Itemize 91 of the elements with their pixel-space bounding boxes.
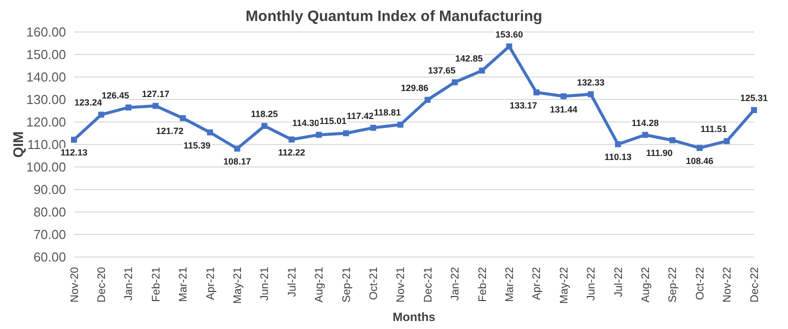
y-tick-label: 70.00 bbox=[33, 227, 66, 242]
y-tick-label: 120.00 bbox=[26, 114, 66, 130]
data-label: 131.44 bbox=[550, 104, 578, 114]
data-label: 108.46 bbox=[686, 156, 714, 166]
x-tick-label: Feb-21 bbox=[150, 267, 162, 302]
data-label: 115.39 bbox=[183, 140, 211, 150]
data-label: 115.01 bbox=[319, 116, 347, 126]
data-label: 111.51 bbox=[700, 124, 728, 134]
chart-title: Monthly Quantum Index of Manufacturing bbox=[244, 8, 544, 25]
x-tick-label: Jul-21 bbox=[286, 267, 298, 297]
point bbox=[316, 132, 322, 138]
y-tick-label: 100.00 bbox=[26, 160, 66, 175]
x-tick-label: Mar-21 bbox=[178, 267, 190, 302]
point bbox=[479, 68, 485, 74]
x-tick-label: Aug-22 bbox=[640, 267, 652, 302]
x-tick-label: Jun-22 bbox=[586, 267, 598, 301]
y-tick-label: 60.00 bbox=[33, 250, 66, 265]
x-tick-label: Aug-21 bbox=[314, 267, 326, 302]
x-tick-label: Jun-21 bbox=[259, 267, 272, 301]
point bbox=[452, 79, 458, 86]
y-tick-label: 160.00 bbox=[26, 24, 66, 40]
data-label: 142.85 bbox=[455, 54, 483, 64]
point bbox=[506, 43, 512, 50]
data-label: 129.86 bbox=[400, 82, 428, 93]
x-tick-label: Dec-20 bbox=[96, 267, 108, 302]
x-tick-label: Apr-21 bbox=[204, 267, 217, 300]
y-tick-label: 90.00 bbox=[33, 182, 66, 198]
data-label: 118.81 bbox=[374, 108, 401, 118]
data-label: 121.72 bbox=[156, 126, 184, 136]
data-label: 127.17 bbox=[142, 88, 170, 99]
x-tick-label: May-21 bbox=[232, 267, 244, 304]
point bbox=[397, 122, 404, 128]
point bbox=[696, 144, 703, 151]
x-axis-title: Months bbox=[392, 310, 436, 324]
point bbox=[642, 132, 648, 138]
data-label: 137.65 bbox=[428, 65, 456, 76]
point bbox=[424, 96, 431, 103]
data-label: 153.60 bbox=[495, 29, 523, 40]
data-label: 123.24 bbox=[74, 98, 102, 108]
point bbox=[588, 91, 594, 98]
x-tick-label: Nov-22 bbox=[722, 267, 734, 302]
point bbox=[288, 136, 295, 143]
x-tick-label: Oct-22 bbox=[694, 267, 706, 300]
point bbox=[615, 141, 621, 148]
data-label: 125.31 bbox=[740, 93, 768, 104]
point bbox=[71, 136, 77, 143]
x-tick-label: Jan-22 bbox=[450, 267, 462, 301]
point bbox=[207, 129, 213, 136]
point bbox=[560, 93, 567, 100]
y-tick-label: 140.00 bbox=[26, 70, 66, 85]
x-tick-label: Sep-21 bbox=[340, 267, 353, 302]
point bbox=[751, 107, 757, 114]
data-label: 114.30 bbox=[292, 118, 320, 128]
data-label: 126.45 bbox=[102, 90, 130, 100]
data-label: 111.90 bbox=[646, 148, 673, 158]
x-tick-label: Apr-22 bbox=[531, 267, 544, 300]
x-tick-label: Nov-21 bbox=[395, 267, 408, 302]
point bbox=[533, 89, 540, 96]
data-label: 112.13 bbox=[60, 148, 88, 158]
y-tick-label: 80.00 bbox=[33, 204, 66, 220]
data-label: 108.17 bbox=[223, 156, 251, 167]
point bbox=[261, 122, 268, 129]
x-tick-label: Feb-22 bbox=[476, 267, 489, 302]
x-tick-label: Oct-21 bbox=[368, 267, 380, 300]
data-label: 118.25 bbox=[250, 108, 278, 119]
data-label: 133.17 bbox=[510, 100, 538, 110]
x-tick-label: Nov-20 bbox=[68, 267, 81, 302]
point bbox=[98, 112, 104, 118]
x-tick-label: Jul-22 bbox=[612, 267, 625, 297]
data-label: 112.22 bbox=[278, 148, 306, 158]
x-tick-label: Dec-22 bbox=[748, 267, 761, 302]
data-label: 110.13 bbox=[604, 152, 632, 162]
x-tick-label: Dec-21 bbox=[422, 267, 434, 302]
y-tick-label: 150.00 bbox=[26, 47, 66, 62]
x-tick-label: Jan-21 bbox=[123, 267, 136, 301]
point bbox=[343, 130, 349, 136]
point bbox=[152, 102, 159, 109]
point bbox=[180, 115, 186, 122]
point bbox=[234, 146, 240, 152]
data-label: 114.28 bbox=[632, 118, 659, 128]
point bbox=[669, 137, 676, 144]
y-axis-title: QIM bbox=[10, 131, 26, 158]
x-tick-label: May-22 bbox=[558, 267, 570, 304]
data-label: 132.33 bbox=[577, 77, 605, 88]
data-label: 117.42 bbox=[346, 110, 374, 121]
x-tick-label: Mar-22 bbox=[504, 267, 516, 302]
x-tick-label: Sep-22 bbox=[667, 267, 680, 302]
point bbox=[724, 138, 730, 144]
point bbox=[125, 104, 132, 110]
y-tick-label: 130.00 bbox=[26, 92, 66, 108]
point bbox=[370, 124, 376, 131]
